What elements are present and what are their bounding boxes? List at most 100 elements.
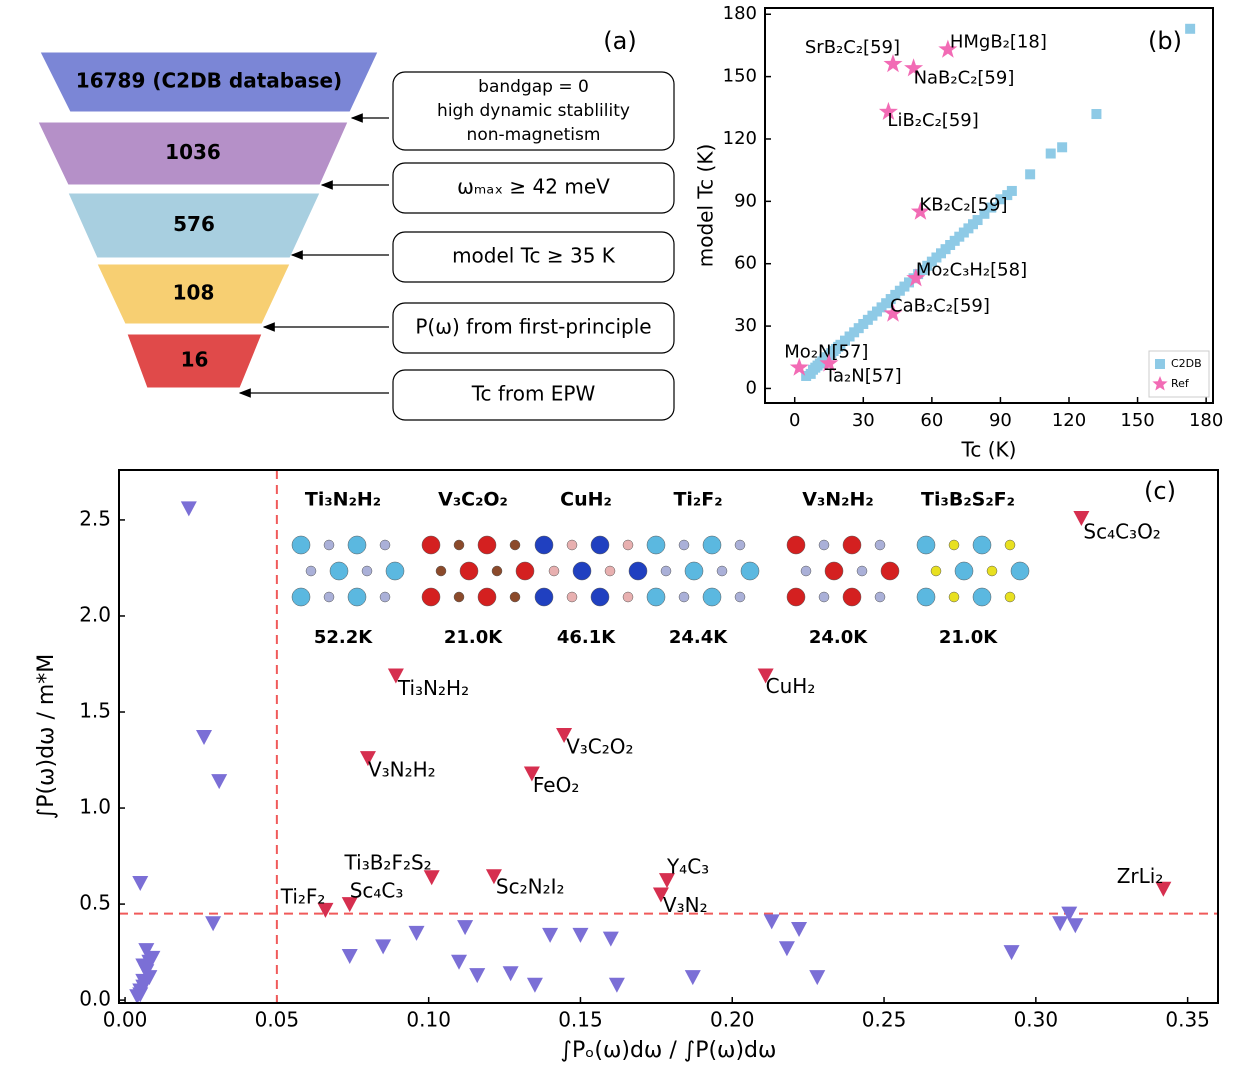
inset-atom [819, 592, 829, 602]
point [685, 970, 701, 985]
point-label: Sc₄C₃ [350, 879, 404, 903]
x-tick-label: 0.35 [1165, 1008, 1210, 1032]
inset-tc: 21.0K [444, 627, 503, 648]
y-tick-label: 180 [723, 3, 757, 24]
inset-atom [386, 562, 404, 580]
inset-atom [1005, 540, 1015, 550]
point [1057, 142, 1067, 152]
point-label: ZrLi₂ [1117, 864, 1164, 888]
inset-atom [330, 562, 348, 580]
point [764, 914, 780, 929]
point [1185, 24, 1195, 34]
point [809, 970, 825, 985]
y-tick-label: 60 [734, 253, 757, 274]
point-label: Ti₃B₂F₂S₂ [344, 851, 432, 875]
point [1091, 109, 1101, 119]
inset-atom [510, 540, 520, 550]
funnel-label: 16789 (C2DB database) [76, 69, 342, 93]
inset-tc: 46.1K [557, 627, 616, 648]
x-tick-label: 0.30 [1014, 1008, 1059, 1032]
inset-atom [454, 592, 464, 602]
criteria-text: bandgap = 0 [478, 77, 589, 97]
x-tick-label: 180 [1189, 410, 1223, 431]
inset-atom [647, 588, 665, 606]
inset-atom [629, 562, 647, 580]
criteria-text: high dynamic stablility [437, 101, 630, 121]
point [451, 955, 467, 970]
point [181, 501, 197, 516]
inset-atom [931, 566, 941, 576]
inset-formula: CuH₂ [560, 489, 612, 511]
inset-atom [516, 562, 534, 580]
panel-label: (a) [603, 27, 636, 55]
point-label: CaB₂C₂[59] [890, 296, 990, 317]
inset-atom [787, 588, 805, 606]
point [542, 928, 558, 943]
inset-atom [510, 592, 520, 602]
y-tick-label: 1.0 [79, 795, 111, 819]
inset-atom [875, 540, 885, 550]
x-tick-label: 60 [920, 410, 943, 431]
point-label: Mo₂N[57] [784, 342, 868, 363]
inset-formula: V₃N₂H₂ [802, 489, 873, 511]
inset-atom [917, 588, 935, 606]
point [503, 966, 519, 981]
inset-atom [549, 566, 559, 576]
legend-label: C2DB [1171, 357, 1202, 370]
inset-atom [1011, 562, 1029, 580]
inset-atom [292, 588, 310, 606]
inset-atom [348, 588, 366, 606]
inset-atom [949, 592, 959, 602]
point-label: V₃N₂H₂ [368, 758, 436, 782]
point [205, 916, 221, 931]
inset-atom [647, 536, 665, 554]
point [572, 928, 588, 943]
point-label: V₃C₂O₂ [566, 735, 633, 759]
point-label: SrB₂C₂[59] [805, 37, 900, 58]
inset-atom [567, 592, 577, 602]
point-label: Y₄C₃ [666, 855, 709, 879]
inset-atom [825, 562, 843, 580]
inset-atom [478, 588, 496, 606]
y-tick-label: 0 [746, 377, 757, 398]
point-label: Ti₃N₂H₂ [397, 676, 469, 700]
point-label: NaB₂C₂[59] [914, 67, 1015, 88]
page: (a) 16789 (C2DB database) bandgap = 0 high … [0, 0, 1251, 1070]
point [1007, 186, 1017, 196]
inset-atom [573, 562, 591, 580]
inset-atom [801, 566, 811, 576]
panel-label: (c) [1144, 477, 1176, 505]
inset-atom [623, 540, 633, 550]
point-label: V₃N₂ [663, 893, 708, 917]
point [1052, 916, 1068, 931]
inset-atom [987, 566, 997, 576]
funnel-label: 576 [173, 212, 215, 236]
x-tick-label: 0.05 [255, 1008, 300, 1032]
y-tick-label: 0.0 [79, 987, 111, 1011]
inset-atom [917, 536, 935, 554]
point [603, 932, 619, 947]
inset-tc: 52.2K [314, 627, 373, 648]
x-tick-label: 150 [1120, 410, 1154, 431]
inset-atom [380, 540, 390, 550]
inset-atom [819, 540, 829, 550]
inset-atom [306, 566, 316, 576]
inset-atom [717, 566, 727, 576]
point-label: Sc₄C₃O₂ [1083, 520, 1160, 544]
x-tick-label: 0.20 [710, 1008, 755, 1032]
inset-atom [703, 536, 721, 554]
inset-formula: Ti₃B₂S₂F₂ [921, 489, 1015, 511]
point [375, 939, 391, 954]
y-tick-label: 1.5 [79, 699, 111, 723]
x-tick-label: 0 [789, 410, 800, 431]
point [409, 926, 425, 941]
funnel-label: 108 [173, 281, 215, 305]
point-label: CuH₂ [766, 674, 816, 698]
point-label: Ti₂F₂ [280, 884, 326, 908]
x-tick-label: 90 [989, 410, 1012, 431]
inset-atom [348, 536, 366, 554]
point-label: LiB₂C₂[59] [887, 110, 978, 131]
point [779, 941, 795, 956]
funnel-label: 16 [181, 348, 209, 372]
criteria-text: P(ω) from first-principle [415, 315, 651, 339]
